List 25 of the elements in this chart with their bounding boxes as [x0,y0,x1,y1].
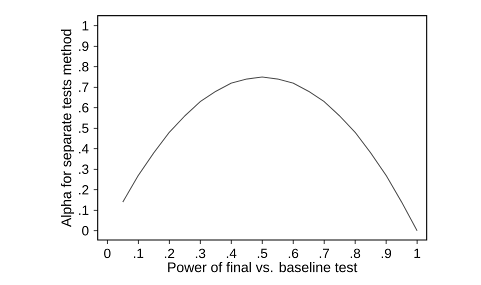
line-series [122,76,418,232]
y-tick-label: .5 [79,124,88,133]
x-tick-label: .9 [382,248,392,258]
x-tick-label: .7 [320,248,330,258]
x-tick-label: .3 [196,248,206,258]
y-tick-label: .8 [79,62,88,72]
y-tick-label: .1 [79,206,88,215]
x-axis-title: Power of final vs. baseline test [168,262,358,272]
x-tick-label: .1 [134,248,144,258]
y-tick-label: .3 [79,164,88,174]
x-tick-label: .5 [258,248,268,258]
y-tick-label: .2 [79,185,88,194]
y-tick-label: .4 [79,144,89,154]
y-axis-title: Alpha for separate tests method [61,30,74,228]
x-tick-label: .4 [226,248,236,258]
x-tick-label: 0 [104,248,111,258]
y-tick-label: .6 [79,103,88,112]
y-tick-label: 0 [82,226,88,236]
x-tick-label: .8 [350,248,360,258]
x-tick-label: .6 [288,248,298,258]
x-tick-label: 1 [414,248,420,258]
y-tick-label: 1 [82,21,88,30]
x-tick-label: .2 [164,248,174,258]
y-tick-label: .9 [79,42,88,51]
y-tick-label: .7 [79,82,88,92]
